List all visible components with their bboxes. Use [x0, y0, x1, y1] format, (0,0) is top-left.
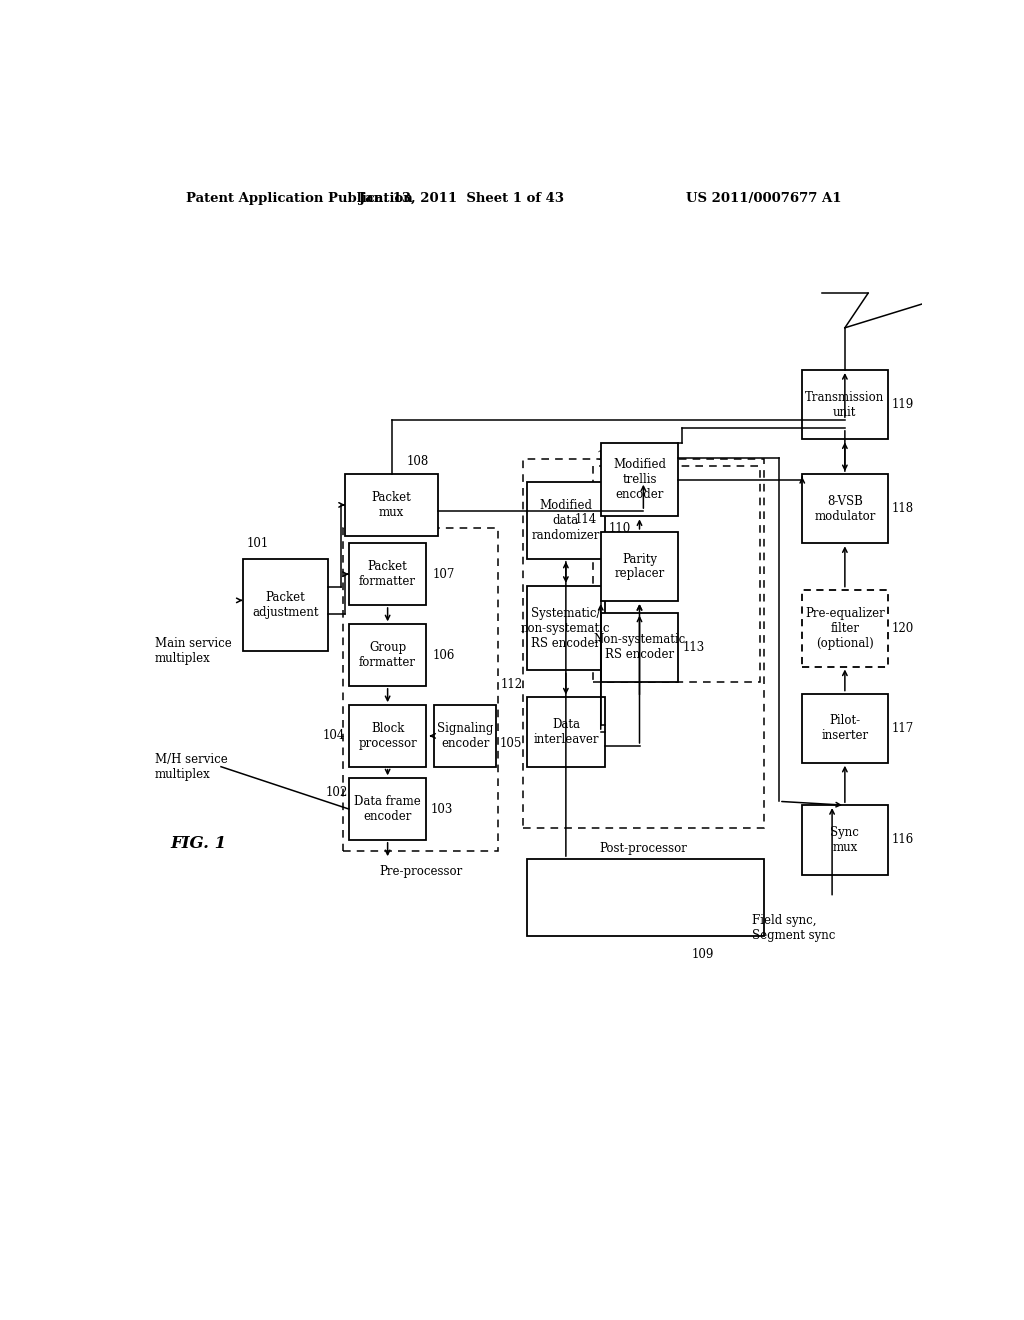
Bar [349, 779, 426, 840]
Bar [349, 705, 426, 767]
Bar [802, 370, 888, 440]
Text: Transmission
unit: Transmission unit [805, 391, 885, 418]
Text: Group
formatter: Group formatter [359, 642, 416, 669]
Text: 118: 118 [891, 502, 913, 515]
Text: 101: 101 [247, 536, 269, 549]
Text: Pre-processor: Pre-processor [379, 866, 463, 878]
Text: Main service
multiplex: Main service multiplex [155, 638, 231, 665]
Text: Jan. 13, 2011  Sheet 1 of 43: Jan. 13, 2011 Sheet 1 of 43 [358, 191, 564, 205]
Text: Systematic/
non-systematic
RS encoder: Systematic/ non-systematic RS encoder [521, 607, 610, 649]
Text: 104: 104 [323, 730, 345, 742]
Text: Modified
data
randomizer: Modified data randomizer [531, 499, 600, 541]
Text: 109: 109 [692, 948, 714, 961]
Text: 106: 106 [432, 648, 455, 661]
Text: 112: 112 [501, 678, 523, 692]
Text: Patent Application Publication: Patent Application Publication [186, 191, 413, 205]
Text: Data
interleaver: Data interleaver [534, 718, 599, 746]
Text: 107: 107 [432, 568, 455, 581]
Bar [593, 466, 760, 682]
Bar [345, 474, 438, 536]
Bar [523, 459, 764, 829]
Text: Field sync,
Segment sync: Field sync, Segment sync [752, 915, 836, 942]
Text: 111: 111 [608, 630, 631, 643]
Bar [601, 532, 678, 601]
Text: Signaling
encoder: Signaling encoder [437, 722, 494, 750]
Bar [802, 805, 888, 875]
Text: Parity
replacer: Parity replacer [614, 553, 665, 581]
Text: Sync
mux: Sync mux [830, 826, 859, 854]
Text: FIG. 1: FIG. 1 [171, 836, 227, 853]
Text: Modified
trellis
encoder: Modified trellis encoder [613, 458, 666, 502]
Text: 8-VSB
modulator: 8-VSB modulator [814, 495, 876, 523]
Text: M/H service
multiplex: M/H service multiplex [155, 752, 228, 780]
Text: 114: 114 [574, 512, 597, 525]
Text: 103: 103 [430, 803, 453, 816]
Text: Packet
adjustment: Packet adjustment [252, 591, 318, 619]
Text: 120: 120 [891, 622, 913, 635]
Text: Pre-equalizer
filter
(optional): Pre-equalizer filter (optional) [805, 607, 885, 649]
Bar [349, 544, 426, 605]
Bar [802, 590, 888, 667]
Bar [527, 482, 604, 558]
Bar [802, 474, 888, 544]
Text: Post-processor: Post-processor [599, 842, 687, 855]
Bar [349, 624, 426, 686]
Text: 105: 105 [500, 737, 522, 750]
Bar [434, 705, 496, 767]
Bar [802, 693, 888, 763]
Text: Packet
formatter: Packet formatter [359, 560, 416, 589]
Text: Packet
mux: Packet mux [372, 491, 412, 519]
Bar [601, 444, 678, 516]
Text: Data frame
encoder: Data frame encoder [354, 795, 421, 824]
Bar [527, 697, 604, 767]
Bar [243, 558, 328, 651]
Text: 116: 116 [891, 833, 913, 846]
Text: Block
processor: Block processor [358, 722, 417, 750]
Bar [343, 528, 499, 851]
Text: Non-systematic
RS encoder: Non-systematic RS encoder [593, 634, 686, 661]
Text: Pilot-
inserter: Pilot- inserter [821, 714, 868, 742]
Text: 119: 119 [891, 399, 913, 412]
Bar [527, 859, 764, 936]
Text: 117: 117 [891, 722, 913, 735]
Bar [601, 612, 678, 682]
Text: 102: 102 [326, 785, 348, 799]
Bar [527, 586, 604, 671]
Text: 110: 110 [608, 521, 631, 535]
Text: 115: 115 [597, 450, 620, 462]
Text: 108: 108 [407, 455, 429, 469]
Text: 113: 113 [682, 640, 705, 653]
Text: US 2011/0007677 A1: US 2011/0007677 A1 [686, 191, 842, 205]
